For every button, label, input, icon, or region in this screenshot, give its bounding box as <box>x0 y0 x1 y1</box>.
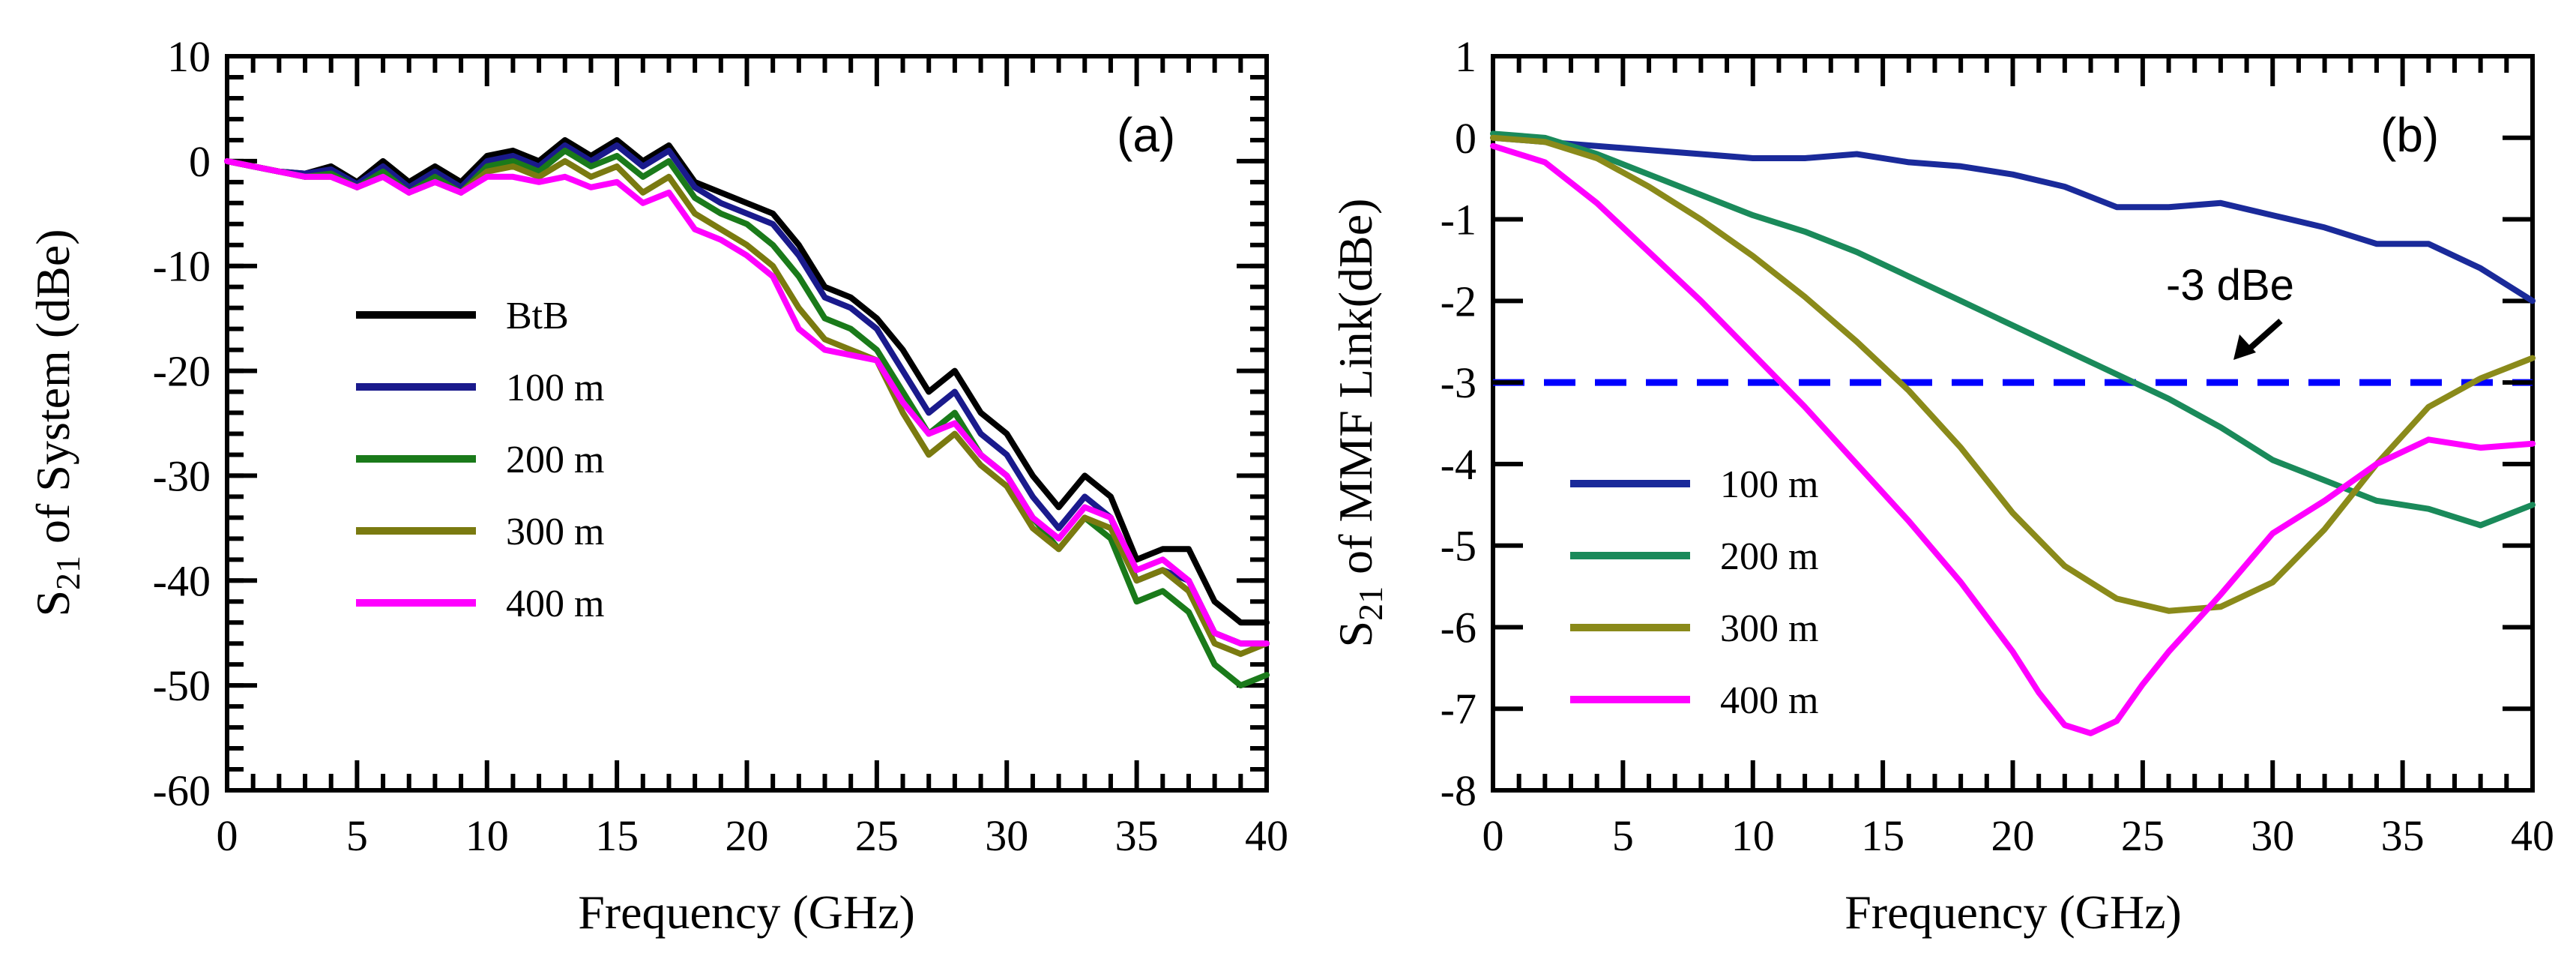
legend-label: BtB <box>506 295 569 337</box>
chart-a-ylabel-subscript: 21 <box>49 556 87 590</box>
y-tick-label: 0 <box>189 137 211 186</box>
y-tick-label: -6 <box>1441 603 1476 652</box>
x-tick-label: 30 <box>985 811 1028 860</box>
chart-a-series <box>224 136 1270 689</box>
x-tick-label: 10 <box>1731 811 1775 860</box>
y-tick-label: 10 <box>167 32 211 81</box>
chart-b-annotation-arrow <box>2245 319 2283 353</box>
series-line-4 <box>1490 142 2536 736</box>
x-tick-label: 15 <box>595 811 639 860</box>
legend-label: 300 m <box>1720 607 1818 650</box>
x-tick-label: 35 <box>2381 811 2425 860</box>
legend-label: 200 m <box>506 439 604 481</box>
series-line-2 <box>224 142 1270 647</box>
chart-b-frame <box>1491 54 2535 793</box>
y-tick-label: -3 <box>1441 358 1476 407</box>
series-line-1 <box>1490 134 2536 304</box>
legend-label: 300 m <box>506 511 604 553</box>
y-tick-label: -40 <box>153 556 211 605</box>
x-tick-label: 15 <box>1861 811 1904 860</box>
x-tick-label: 30 <box>2251 811 2294 860</box>
chart-b-ylabel-subscript: 21 <box>1351 586 1390 621</box>
series-line-3 <box>1490 134 2536 614</box>
y-tick-label: -7 <box>1441 685 1476 733</box>
chart-a-xlabel: Frequency (GHz) <box>578 886 915 939</box>
y-tick-label: -50 <box>153 661 211 710</box>
x-tick-label: 5 <box>1612 811 1634 860</box>
y-tick-label: -30 <box>153 451 211 500</box>
x-tick-label: 25 <box>2121 811 2165 860</box>
chart-b-series <box>1490 130 2536 736</box>
y-tick-label: 0 <box>1455 114 1476 163</box>
legend-label: 100 m <box>506 367 604 409</box>
chart-a-ylabel-prefix: S <box>26 590 79 617</box>
chart-b-annotation-text: -3 dBe <box>2166 261 2294 310</box>
y-tick-label: -2 <box>1441 277 1476 325</box>
x-tick-label: 40 <box>1245 811 1288 860</box>
chart-a-ylabel: S21 of System (dBe) <box>26 229 87 616</box>
chart-b-ylabel: S21 of MMF Link(dBe) <box>1329 199 1390 648</box>
legend-label: 400 m <box>1720 679 1818 722</box>
chart-a-ticks: 0 5 10 15 20 25 30 35 40 10 0 -10 -20 -30 -40 -50 -60 <box>153 32 1288 860</box>
x-tick-label: 5 <box>346 811 368 860</box>
y-tick-label: -1 <box>1441 196 1476 244</box>
chart-b-xlabel: Frequency (GHz) <box>1844 886 2182 939</box>
y-tick-label: -10 <box>153 242 211 291</box>
x-tick-label: 10 <box>465 811 509 860</box>
y-tick-label: -60 <box>153 766 211 815</box>
y-tick-label: -5 <box>1441 522 1476 571</box>
x-tick-label: 20 <box>726 811 769 860</box>
series-line-4 <box>224 157 1270 658</box>
chart-b-panel-label: (b) <box>2380 108 2439 162</box>
legend-label: 100 m <box>1720 463 1818 506</box>
chart-b-ylabel-prefix: S <box>1329 621 1382 648</box>
chart-b-ylabel-suffix: of MMF Link(dBe) <box>1329 199 1382 586</box>
chart-a: 0 5 10 15 20 25 30 35 40 10 0 -10 -20 -30 -40 -50 -60 Bt… <box>26 32 1288 939</box>
series-line-1 <box>224 136 1270 626</box>
y-tick-label: -8 <box>1441 766 1476 815</box>
chart-a-ylabel-suffix: of System (dBe) <box>26 229 79 556</box>
y-tick-label: 1 <box>1455 32 1476 81</box>
x-tick-label: 0 <box>217 811 238 860</box>
chart-a-panel-label: (a) <box>1117 108 1175 162</box>
y-tick-label: -4 <box>1441 440 1476 489</box>
x-tick-label: 40 <box>2511 811 2554 860</box>
series-line-5 <box>224 157 1270 647</box>
legend-label: 200 m <box>1720 535 1818 578</box>
chart-b-legend: 100 m 200 m 300 m 400 m <box>1570 463 1818 722</box>
x-tick-label: 35 <box>1115 811 1159 860</box>
x-tick-label: 0 <box>1482 811 1504 860</box>
y-tick-label: -20 <box>153 347 211 396</box>
x-tick-label: 25 <box>855 811 899 860</box>
chart-b-annotation-arrowhead <box>2233 334 2256 360</box>
chart-a-legend: BtB 100 m 200 m 300 m 400 m <box>356 295 604 625</box>
x-tick-label: 20 <box>1991 811 2035 860</box>
series-line-2 <box>1490 130 2536 529</box>
legend-label: 400 m <box>506 583 604 625</box>
chart-b-annotation: -3 dBe <box>2166 261 2294 360</box>
